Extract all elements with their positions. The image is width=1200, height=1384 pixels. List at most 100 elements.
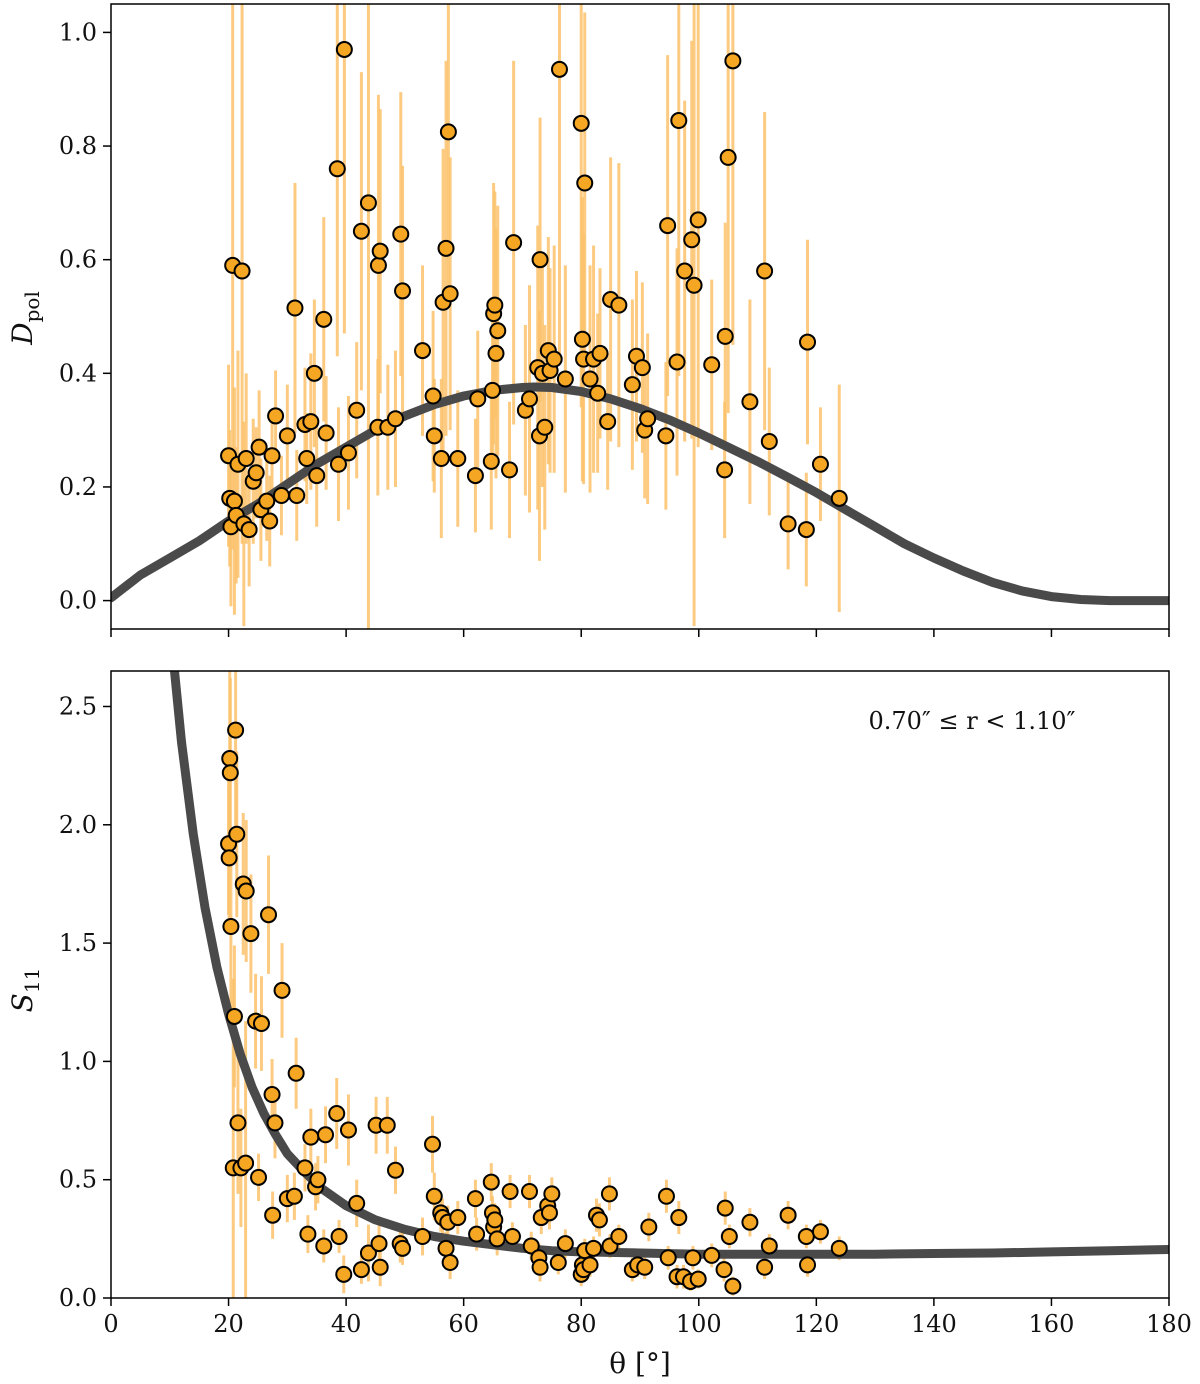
bottom-data-point	[237, 882, 255, 900]
bottom-data-point	[299, 1225, 317, 1243]
top-data-point	[589, 384, 607, 402]
bottom-data-point	[503, 1227, 521, 1245]
top-data-point	[591, 344, 609, 362]
bottom-data-point	[715, 1261, 733, 1279]
top-y-label-sub: pol	[20, 291, 44, 322]
top-y-label-main: D	[6, 322, 39, 345]
top-data-point	[315, 310, 333, 328]
top-data-point	[482, 452, 500, 470]
top-data-point	[286, 299, 304, 317]
bottom-data-point	[640, 1218, 658, 1236]
top-data-point	[305, 364, 323, 382]
top-data-point	[369, 256, 387, 274]
bottom-data-point	[540, 1204, 558, 1222]
top-points	[220, 40, 848, 539]
top-data-point	[811, 455, 829, 473]
bottom-data-point	[482, 1173, 500, 1191]
bottom-data-point	[273, 981, 291, 999]
bottom-data-point	[287, 1064, 305, 1082]
top-data-point	[449, 450, 467, 468]
bottom-data-point	[610, 1227, 628, 1245]
top-data-point	[799, 333, 817, 351]
bottom-data-point	[522, 1237, 540, 1255]
top-data-point	[520, 390, 538, 408]
top-data-point	[414, 342, 432, 360]
top-data-point	[486, 296, 504, 314]
bottom-data-point	[227, 721, 245, 739]
top-data-point	[719, 148, 737, 166]
bottom-data-point	[501, 1183, 519, 1201]
top-ytick-label: 1.0	[59, 18, 97, 46]
bottom-data-point	[309, 1171, 327, 1189]
top-data-point	[670, 111, 688, 129]
bottom-data-point	[220, 849, 238, 867]
top-data-point	[233, 262, 251, 280]
bottom-data-point	[222, 918, 240, 936]
bottom-data-point	[263, 1086, 281, 1104]
top-data-point	[716, 461, 734, 479]
bottom-model-curve	[170, 671, 1169, 1259]
bottom-data-point	[330, 1227, 348, 1245]
top-panel: 0.0 0.2 0.4 0.6 0.8 1.0 Dpol	[6, 3, 1170, 637]
top-data-point	[298, 450, 316, 468]
top-data-point	[572, 114, 590, 132]
bottom-y-label-sub: 11	[20, 968, 44, 993]
top-ytick-label: 0.0	[59, 587, 97, 615]
top-data-point	[676, 262, 694, 280]
top-data-point	[247, 464, 265, 482]
top-data-point	[352, 222, 370, 240]
bottom-data-point	[520, 1183, 538, 1201]
top-data-point	[599, 413, 617, 431]
bottom-data-point	[228, 825, 246, 843]
top-data-point	[573, 330, 591, 348]
top-data-point	[237, 450, 255, 468]
top-ytick-label: 0.4	[59, 359, 97, 387]
bottom-data-point	[386, 1161, 404, 1179]
top-data-point	[489, 322, 507, 340]
top-data-point	[741, 393, 759, 411]
top-data-point	[371, 242, 389, 260]
top-data-point	[756, 262, 774, 280]
bottom-data-point	[317, 1126, 335, 1144]
top-ytick-label: 0.8	[59, 132, 97, 160]
top-data-point	[550, 60, 568, 78]
bottom-data-point	[394, 1239, 412, 1257]
top-data-point	[483, 381, 501, 399]
top-data-point	[536, 418, 554, 436]
bottom-data-point	[486, 1211, 504, 1229]
bottom-data-point	[531, 1258, 549, 1276]
bottom-data-point	[449, 1209, 467, 1227]
top-data-point	[610, 296, 628, 314]
bottom-data-point	[441, 1254, 459, 1272]
bottom-ytick-label: 0.5	[59, 1166, 97, 1194]
top-data-point	[716, 327, 734, 345]
bottom-xtick-label: 100	[676, 1310, 722, 1338]
bottom-data-point	[716, 1199, 734, 1217]
bottom-data-point	[543, 1185, 561, 1203]
bottom-data-point	[348, 1194, 366, 1212]
bottom-data-point	[670, 1209, 688, 1227]
bottom-data-point	[636, 1258, 654, 1276]
bottom-data-point	[335, 1265, 353, 1283]
bottom-data-point	[799, 1256, 817, 1274]
top-data-point	[267, 407, 285, 425]
bottom-data-point	[237, 1154, 255, 1172]
bottom-ytick-label: 2.5	[59, 692, 97, 720]
top-data-point	[288, 486, 306, 504]
bottom-data-point	[370, 1235, 388, 1253]
top-ytick-label: 0.2	[59, 473, 97, 501]
bottom-xtick-label: 80	[566, 1310, 597, 1338]
bottom-data-point	[437, 1239, 455, 1257]
top-data-point	[545, 350, 563, 368]
top-data-point	[437, 239, 455, 257]
top-data-point	[386, 410, 404, 428]
bottom-xtick-label: 160	[1029, 1310, 1075, 1338]
bottom-y-label-main: S	[6, 993, 39, 1012]
top-data-point	[501, 461, 519, 479]
bottom-xtick-label: 120	[793, 1310, 839, 1338]
top-data-point	[685, 276, 703, 294]
bottom-data-point	[339, 1121, 357, 1139]
top-data-point	[424, 387, 442, 405]
top-data-point	[556, 370, 574, 388]
